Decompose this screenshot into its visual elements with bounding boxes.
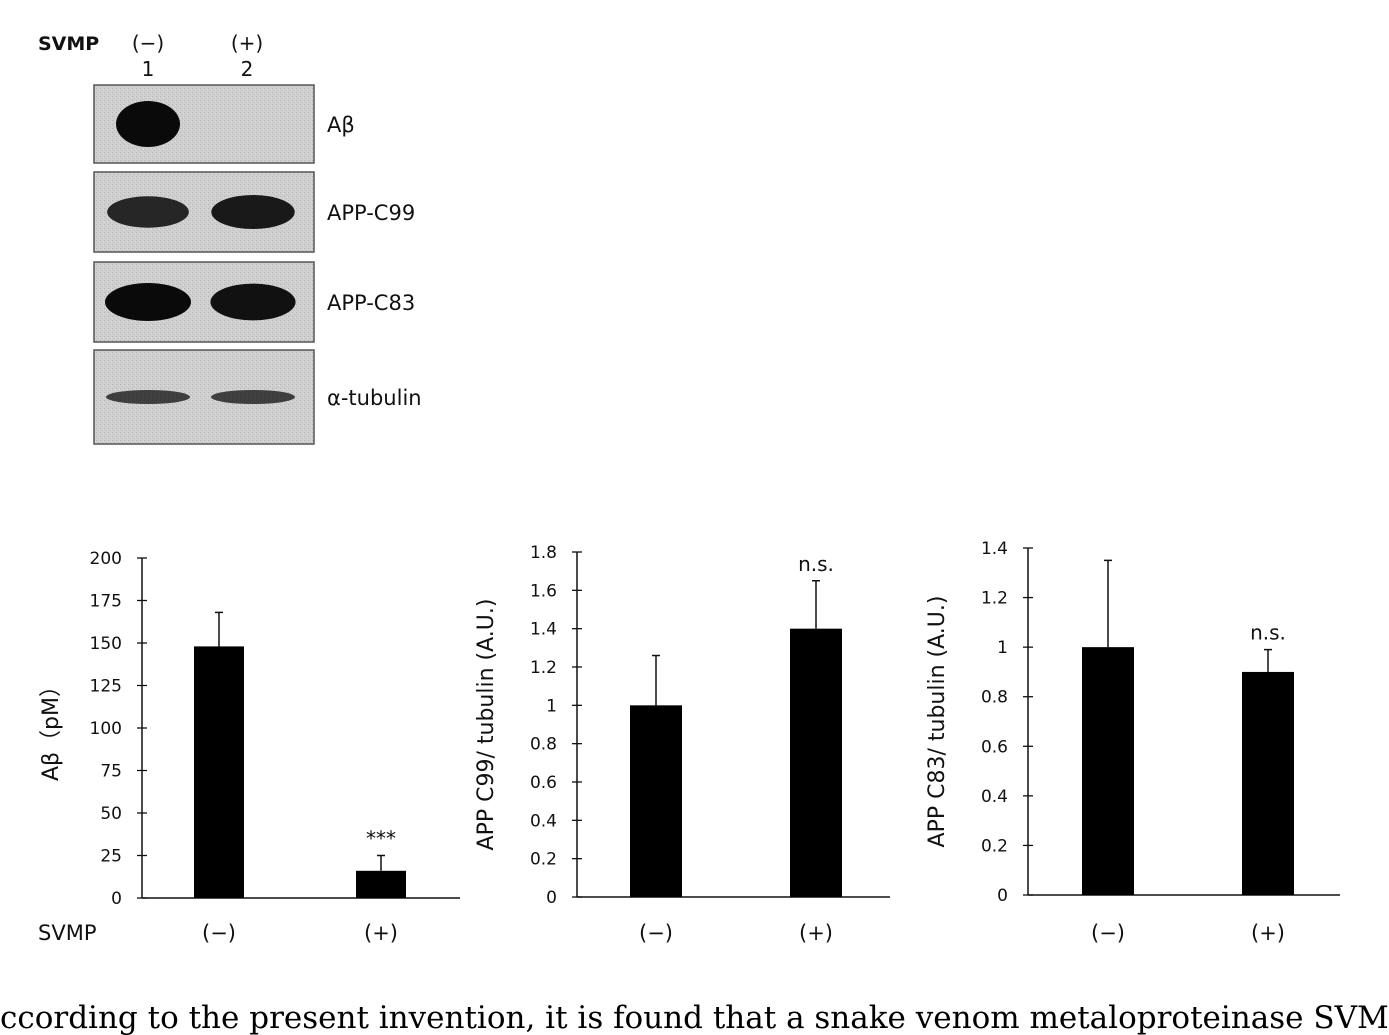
blot-lane-2-number: 2 xyxy=(241,57,254,81)
blot-row-3: APP-C83 xyxy=(94,262,415,342)
significance-label: *** xyxy=(366,827,396,851)
y-tick-label: 1.4 xyxy=(530,620,557,640)
blot-row-label: Aβ xyxy=(327,113,355,137)
c83-bar-chart: 0 0.2 0.4 0.6 0.8 1 1.2 1.4 APP C83/ tubulin (A.… xyxy=(920,520,1389,970)
y-tick-label: 125 xyxy=(90,677,122,697)
c99-bar-chart: 0 0.2 0.4 0.6 0.8 1 1.2 1.4 1.6 1.8 APP C99/ tubul… xyxy=(470,520,920,970)
bar-2 xyxy=(790,629,842,897)
category-label-2: (+) xyxy=(364,921,398,945)
blot-row-1: Aβ xyxy=(94,85,355,163)
y-tick-label: 25 xyxy=(100,847,122,867)
y-tick-label: 0.8 xyxy=(530,735,557,755)
y-tick-label: 100 xyxy=(90,719,122,739)
blot-band-lane-2 xyxy=(211,390,295,404)
bar-1 xyxy=(194,646,244,898)
y-tick-label: 0.6 xyxy=(530,773,557,793)
blot-lane-1-sign: (−) xyxy=(132,31,164,55)
blot-row-4: α-tubulin xyxy=(94,350,422,444)
y-axis-title: Aβ（pM） xyxy=(39,675,64,781)
y-tick-label: 1.4 xyxy=(981,539,1008,559)
bar-1 xyxy=(1082,647,1134,895)
blot-band-lane-1 xyxy=(107,196,189,228)
abeta-bar-chart: 0 25 50 75 100 125 150 175 200 Aβ（pM） (−) *** (+) SVM… xyxy=(0,520,470,970)
y-tick-label: 0.4 xyxy=(530,811,557,831)
y-tick-label: 75 xyxy=(100,762,122,782)
y-tick-label: 1 xyxy=(997,638,1008,658)
category-label-1: (−) xyxy=(639,921,673,945)
blot-band-lane-1 xyxy=(116,101,180,147)
y-tick-label: 1.6 xyxy=(530,581,557,601)
category-label-2: (+) xyxy=(1251,921,1285,945)
x-row-label: SVMP xyxy=(38,921,96,945)
y-tick-label: 0 xyxy=(111,889,122,909)
y-tick-label: 1 xyxy=(546,696,557,716)
blot-row-label: APP-C99 xyxy=(327,201,415,225)
blot-band-lane-1 xyxy=(105,283,191,321)
y-axis-title: APP C83/ tubulin (A.U.) xyxy=(925,596,950,848)
y-tick-label: 200 xyxy=(90,549,122,569)
y-tick-label: 0 xyxy=(997,886,1008,906)
blot-lane-2-sign: (+) xyxy=(231,31,263,55)
blot-treatment-label: SVMP xyxy=(38,33,99,55)
y-tick-label: 175 xyxy=(90,592,122,612)
significance-label: n.s. xyxy=(1250,621,1286,645)
blot-row-label: APP-C83 xyxy=(327,291,415,315)
y-tick-label: 0.2 xyxy=(981,836,1008,856)
caption-text: ccording to the present invention, it is… xyxy=(0,1000,1389,1035)
bar-2 xyxy=(356,871,406,898)
significance-label: n.s. xyxy=(798,552,834,576)
blot-row-label: α-tubulin xyxy=(327,386,422,410)
y-tick-label: 1.8 xyxy=(530,543,557,563)
y-tick-label: 0.4 xyxy=(981,787,1008,807)
y-tick-label: 150 xyxy=(90,634,122,654)
category-label-2: (+) xyxy=(799,921,833,945)
blot-row-2: APP-C99 xyxy=(94,172,415,252)
category-label-1: (−) xyxy=(202,921,236,945)
y-tick-label: 0.2 xyxy=(530,850,557,870)
western-blot: SVMP (−) (+) 1 2 Aβ APP-C99 APP-C83 α-tubul… xyxy=(0,0,520,460)
y-tick-label: 0.8 xyxy=(981,688,1008,708)
category-label-1: (−) xyxy=(1091,921,1125,945)
y-tick-label: 1.2 xyxy=(981,589,1008,609)
blot-band-lane-1 xyxy=(106,390,190,404)
y-tick-label: 0.6 xyxy=(981,737,1008,757)
y-axis-title: APP C99/ tubulin (A.U.) xyxy=(474,599,499,851)
blot-band-lane-2 xyxy=(211,195,294,229)
bar-1 xyxy=(630,705,682,897)
y-tick-label: 50 xyxy=(100,804,122,824)
bar-2 xyxy=(1242,672,1294,895)
y-tick-label: 0 xyxy=(546,888,557,908)
blot-lane-1-number: 1 xyxy=(142,57,155,81)
blot-band-lane-2 xyxy=(210,284,295,321)
y-tick-label: 1.2 xyxy=(530,658,557,678)
